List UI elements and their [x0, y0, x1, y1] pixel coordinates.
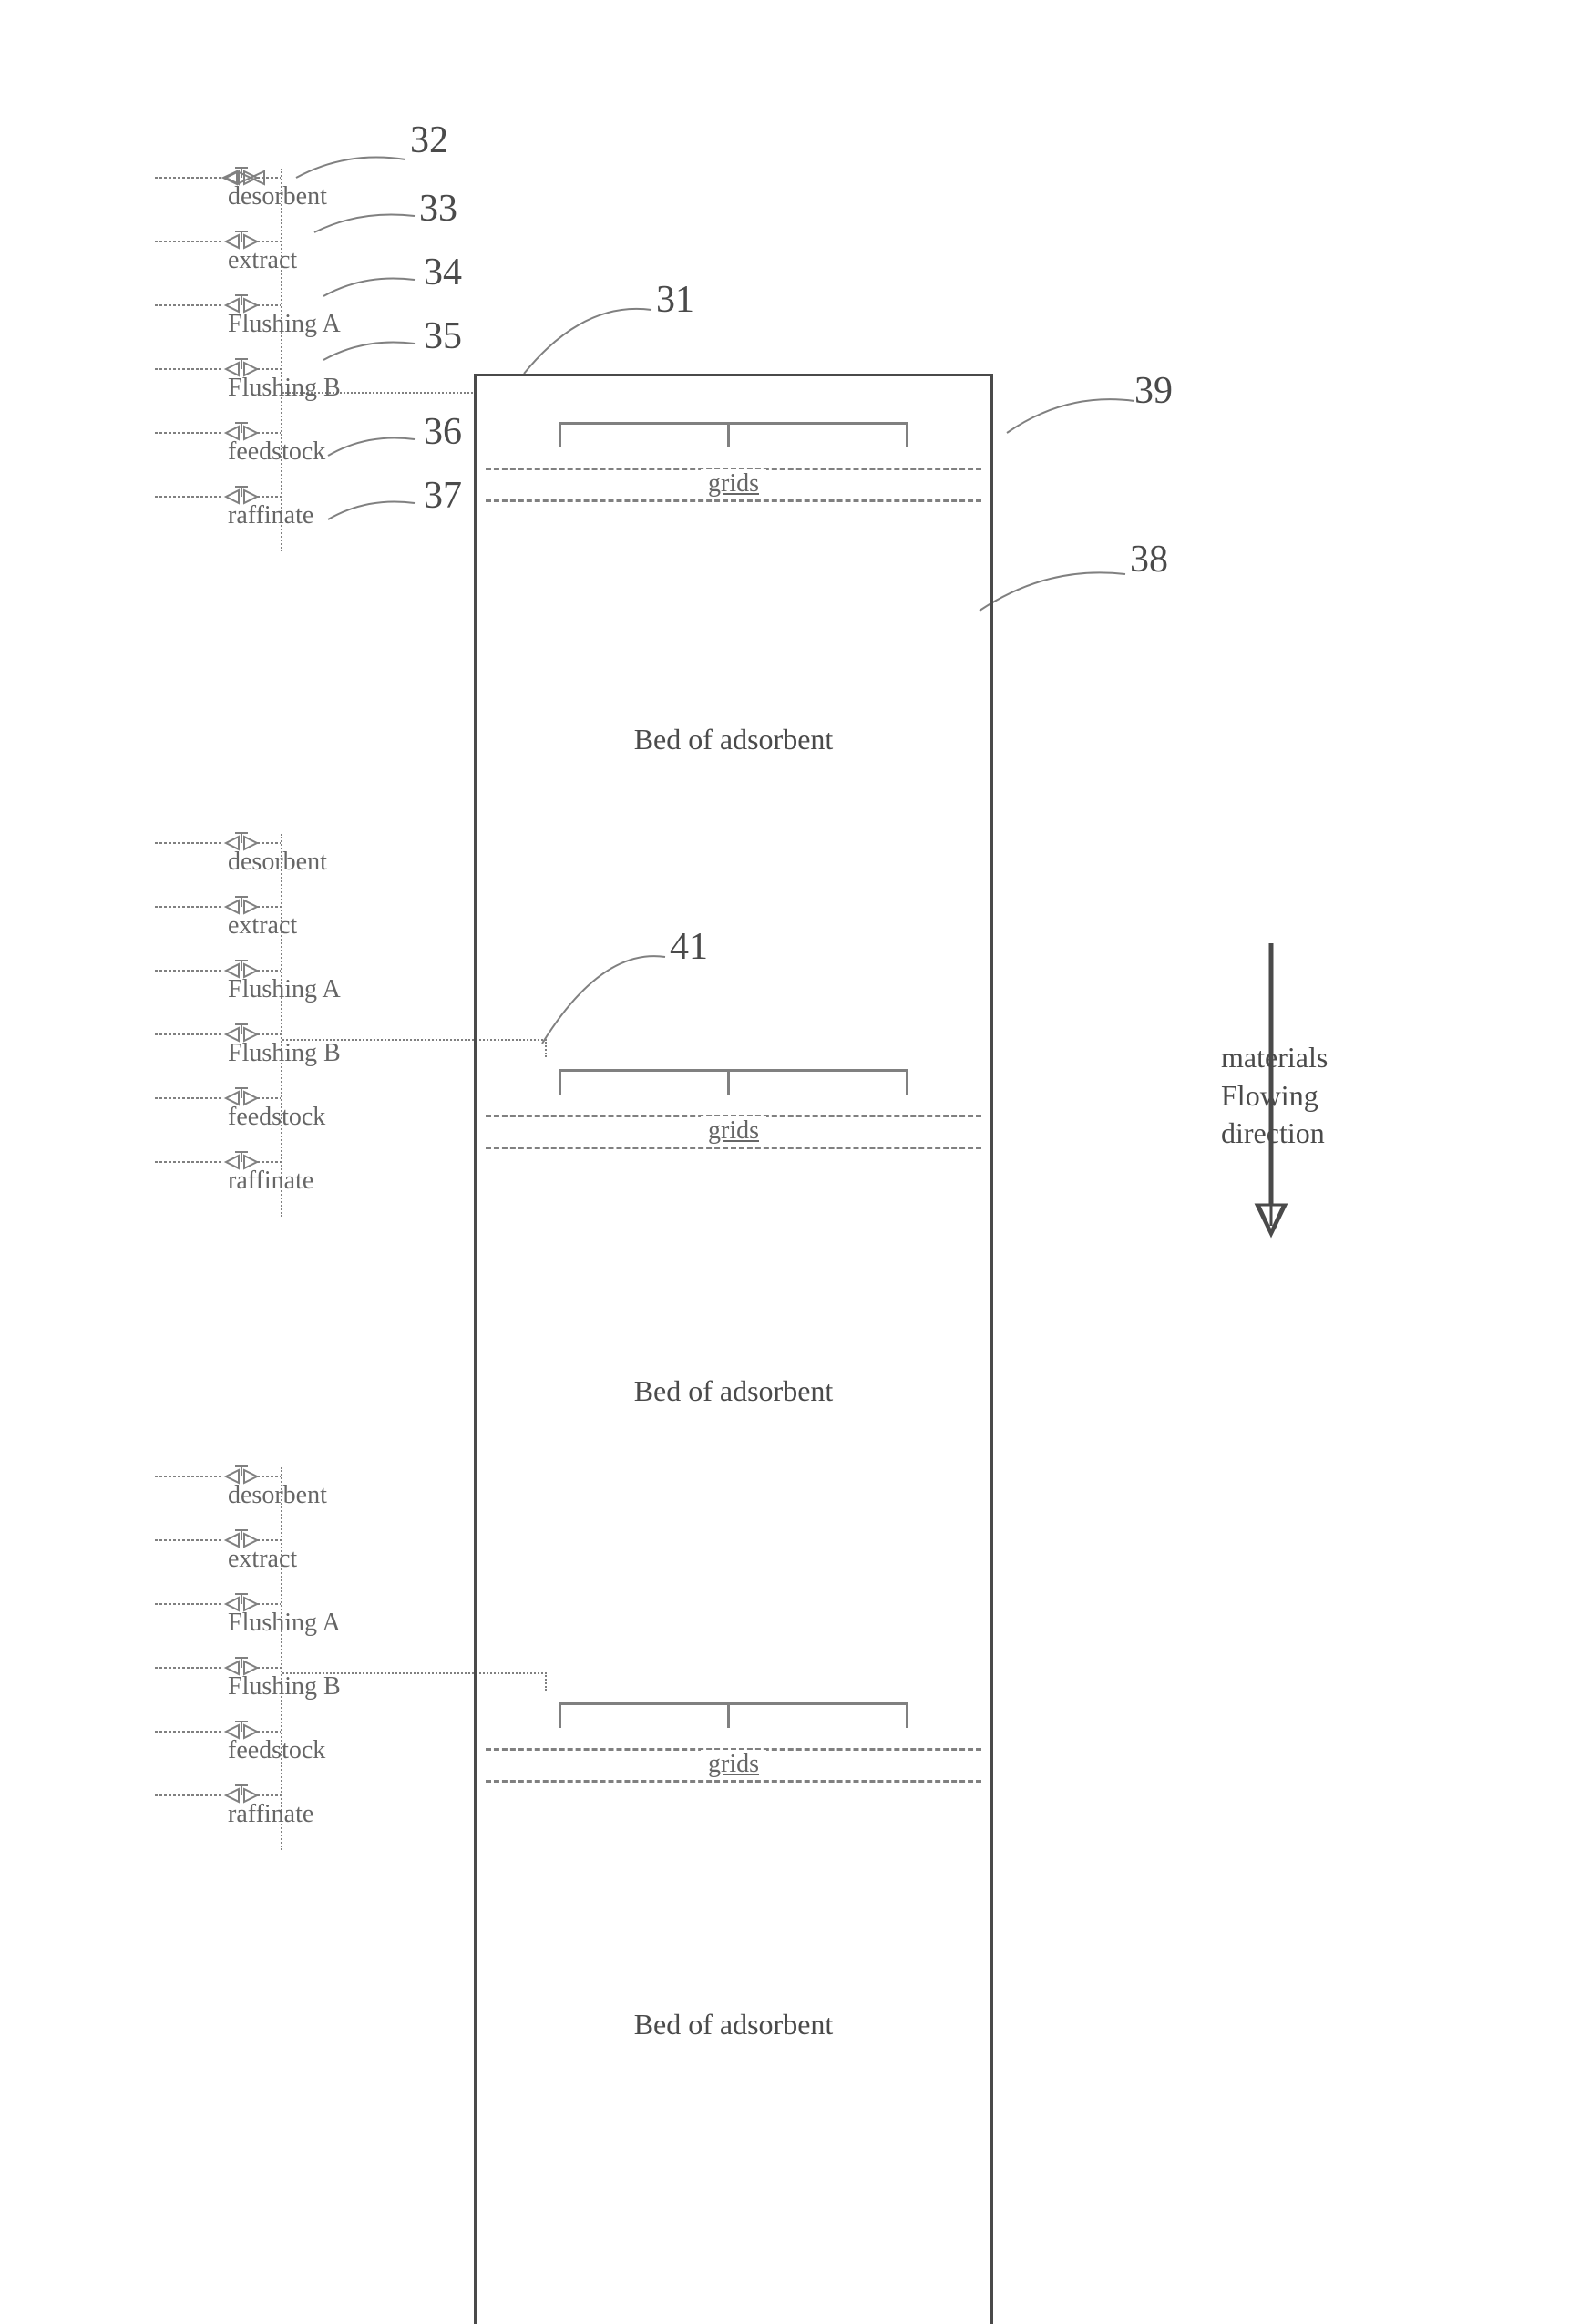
- grid-line-lower: [486, 1147, 981, 1149]
- flow-text: materials Flowing direction: [1221, 1039, 1385, 1153]
- distributor-plate: [559, 1069, 908, 1072]
- valve-desorbent-3: desorbent: [155, 1445, 428, 1495]
- valve-extract-3: extract: [155, 1508, 428, 1558]
- label-extract: extract: [228, 246, 297, 275]
- valve-feedstock-1: feedstock: [155, 401, 428, 451]
- label-flushing-a: Flushing A: [228, 975, 341, 1004]
- label-flushing-b: Flushing B: [228, 1039, 341, 1068]
- valve-raffinate-3: raffinate: [155, 1764, 428, 1814]
- grid-section-1: grids: [477, 413, 990, 522]
- leader-31: [519, 292, 656, 383]
- grids-label-3: grids: [701, 1750, 766, 1779]
- flow-direction: materials Flowing direction: [1157, 939, 1385, 1239]
- grids-label-2: grids: [701, 1116, 766, 1146]
- label-flushing-b: Flushing B: [228, 374, 341, 403]
- label-flushing-b: Flushing B: [228, 1672, 341, 1702]
- label-extract: extract: [228, 1545, 297, 1574]
- flow-line3: direction: [1221, 1115, 1385, 1153]
- valve-flushing-b-1: Flushing B: [155, 337, 428, 387]
- valve-desorbent-1: desorbent: [155, 146, 428, 196]
- label-desorbent: desorbent: [228, 848, 327, 877]
- ref-37: 37: [424, 474, 462, 518]
- ref-38: 38: [1130, 538, 1168, 581]
- label-raffinate: raffinate: [228, 1800, 313, 1829]
- bed-label-2: Bed of adsorbent: [634, 1374, 834, 1408]
- valve-feedstock-2: feedstock: [155, 1066, 428, 1116]
- label-desorbent: desorbent: [228, 182, 327, 211]
- valve-extract-2: extract: [155, 875, 428, 925]
- flow-line2: Flowing: [1221, 1077, 1385, 1116]
- valve-feedstock-3: feedstock: [155, 1700, 428, 1750]
- valve-flushing-b-2: Flushing B: [155, 1003, 428, 1053]
- ref-39: 39: [1134, 369, 1173, 413]
- valve-raffinate-2: raffinate: [155, 1130, 428, 1180]
- valve-flushing-a-3: Flushing A: [155, 1572, 428, 1622]
- grid-section-3: grids: [477, 1693, 990, 1803]
- valve-group-3: desorbent extract Flushing A Flushing B …: [155, 1445, 428, 1814]
- ref-34: 34: [424, 251, 462, 294]
- label-extract: extract: [228, 911, 297, 941]
- adsorption-column: grids Bed of adsorbent grids Bed of adso…: [474, 374, 993, 2324]
- ref-31: 31: [656, 278, 694, 322]
- label-flushing-a: Flushing A: [228, 310, 341, 339]
- bed-label-3: Bed of adsorbent: [634, 2008, 834, 2041]
- valve-extract-1: extract: [155, 210, 428, 260]
- distributor-plate: [559, 422, 908, 425]
- label-feedstock: feedstock: [228, 437, 325, 467]
- valve-group-1: desorbent extract Flushing A Flushing B …: [155, 146, 428, 515]
- diagram-container: 32 33 34 35 36 37 31 39 38 41: [46, 27, 1503, 2288]
- label-feedstock: feedstock: [228, 1736, 325, 1765]
- valve-flushing-a-2: Flushing A: [155, 939, 428, 989]
- flow-line1: materials: [1221, 1039, 1385, 1077]
- valve-raffinate-1: raffinate: [155, 465, 428, 515]
- label-feedstock: feedstock: [228, 1103, 325, 1132]
- leader-38: [975, 560, 1130, 615]
- valve-desorbent-2: desorbent: [155, 811, 428, 861]
- ref-35: 35: [424, 314, 462, 358]
- grid-line-lower: [486, 1780, 981, 1783]
- valve-flushing-a-1: Flushing A: [155, 273, 428, 324]
- bed-label-1: Bed of adsorbent: [634, 723, 834, 756]
- valve-flushing-b-3: Flushing B: [155, 1636, 428, 1686]
- grid-line-lower: [486, 499, 981, 502]
- label-raffinate: raffinate: [228, 1167, 313, 1196]
- grids-label-1: grids: [701, 469, 766, 499]
- valve-group-2: desorbent extract Flushing A Flushing B …: [155, 811, 428, 1180]
- distributor-plate: [559, 1702, 908, 1705]
- label-desorbent: desorbent: [228, 1481, 327, 1510]
- leader-39: [1002, 387, 1139, 442]
- grid-section-2: grids: [477, 1060, 990, 1169]
- label-flushing-a: Flushing A: [228, 1609, 341, 1638]
- ref-36: 36: [424, 410, 462, 454]
- label-raffinate: raffinate: [228, 501, 313, 530]
